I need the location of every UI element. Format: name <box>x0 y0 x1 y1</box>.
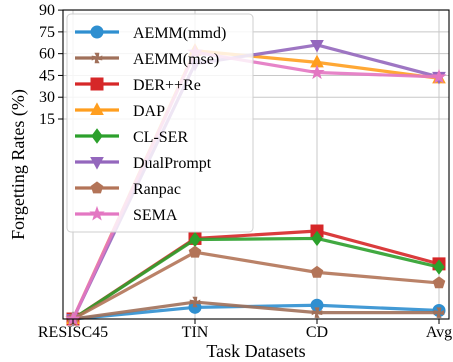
legend-marker <box>90 77 104 91</box>
data-point-aemm-mse <box>433 307 445 318</box>
data-point-ranpac <box>188 245 202 258</box>
data-point-cl-ser <box>433 259 445 275</box>
series-line-cl-ser <box>72 236 440 321</box>
y-axis-label: Forgetting Rates (%) <box>8 89 29 240</box>
data-point-ranpac <box>432 276 446 289</box>
y-tick-label: 75 <box>39 24 55 41</box>
legend-entry-aemm-mmd: AEMM(mmd) <box>75 25 226 42</box>
data-point-aemm-mse <box>311 307 323 318</box>
legend-label: DualPrompt <box>133 155 212 172</box>
legend-box <box>66 13 254 233</box>
legend-entry-aemm-mse: AEMM(mse) <box>75 51 219 68</box>
data-point-cl-ser <box>311 230 323 247</box>
legend-label: DER++Re <box>133 77 201 94</box>
legend-marker <box>90 25 104 39</box>
data-point-sema <box>431 68 447 84</box>
data-point-ranpac <box>310 265 324 278</box>
data-point-dualprompt <box>310 39 324 53</box>
x-tick-label: Avg <box>426 324 452 341</box>
data-point-aemm-mse <box>189 296 201 308</box>
legend-entry-der-re: DER++Re <box>75 77 201 94</box>
series-line-aemm-mse <box>72 300 439 321</box>
y-tick-label: 45 <box>39 67 55 84</box>
legend-marker <box>91 52 103 64</box>
x-tick-label: TIN <box>182 324 209 341</box>
series-cl-ser <box>67 230 445 327</box>
legend-marker <box>90 181 104 194</box>
legend-label: AEMM(mmd) <box>133 25 226 42</box>
y-tick-label: 60 <box>39 46 55 63</box>
legend-entry-dualprompt: DualPrompt <box>75 155 212 172</box>
ticks-layer: 15 30 45 60 75 90 RESISC45 TIN CD Avg <box>38 2 452 341</box>
legend-label: SEMA <box>133 207 178 224</box>
plot-frame <box>62 9 450 320</box>
y-tick-label: 15 <box>39 111 55 128</box>
x-tick-label: RESISC45 <box>38 324 108 341</box>
y-tick-label: 30 <box>39 89 55 106</box>
x-axis-label: Task Datasets <box>206 341 305 361</box>
legend: AEMM(mmd) AEMM(mse) DER++Re DAP CL-SER DualPr… <box>66 13 254 233</box>
legend-label: AEMM(mse) <box>133 51 219 68</box>
legend-entry-sema: SEMA <box>75 205 178 224</box>
series-aemm-mse <box>67 296 445 325</box>
x-tick-label: CD <box>306 324 328 341</box>
legend-marker <box>90 157 104 170</box>
legend-label: CL-SER <box>133 129 188 146</box>
legend-entry-dap: DAP <box>75 102 165 120</box>
data-point-sema <box>309 64 325 80</box>
legend-marker <box>89 205 105 221</box>
legend-label: DAP <box>133 103 165 120</box>
legend-label: Ranpac <box>133 181 181 198</box>
legend-entry-cl-ser: CL-SER <box>75 128 188 146</box>
y-tick-label: 90 <box>39 2 55 19</box>
series-layer <box>65 39 447 327</box>
legend-entry-ranpac: Ranpac <box>75 181 181 198</box>
legend-marker <box>90 102 104 115</box>
legend-marker <box>91 128 103 144</box>
series-line-ranpac <box>72 250 440 321</box>
